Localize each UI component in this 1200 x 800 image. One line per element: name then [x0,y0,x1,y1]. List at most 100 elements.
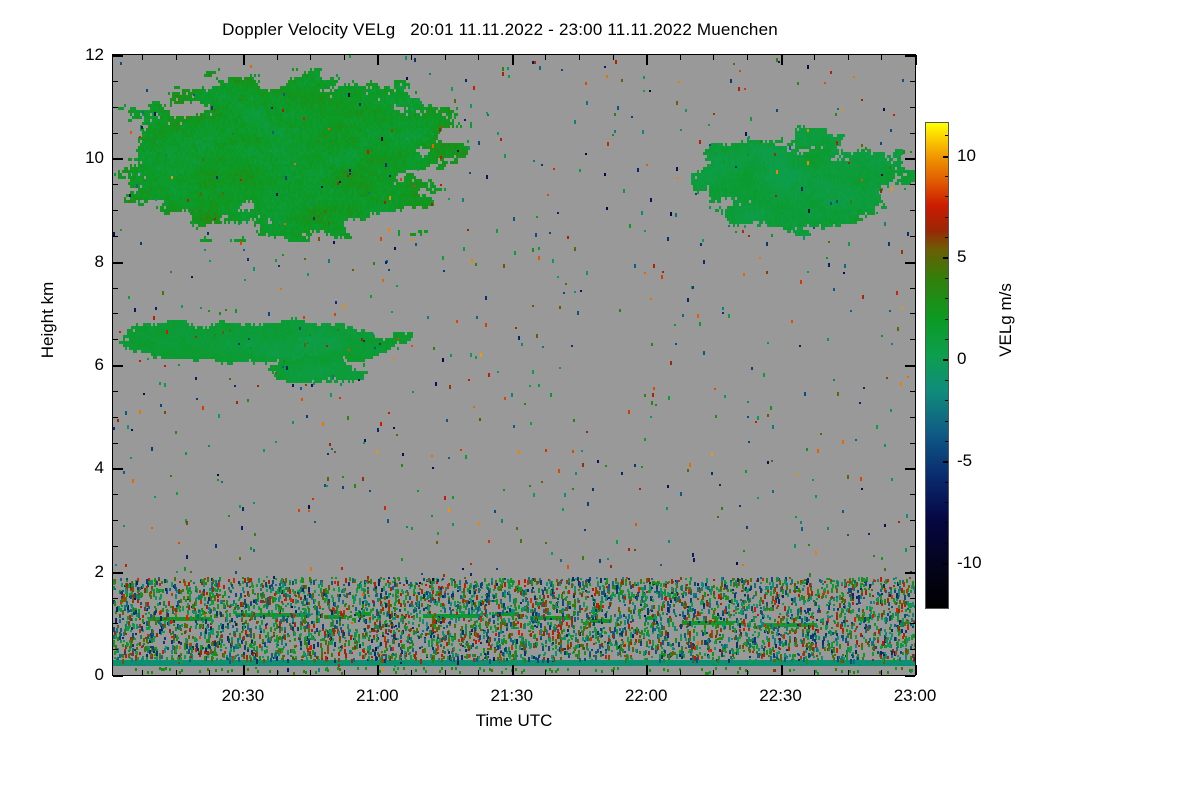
x-minor-tick [848,670,849,675]
x-minor-tick-top [478,55,479,60]
page-title: Doppler Velocity VELg 20:01 11.11.2022 -… [222,20,778,39]
y-tick-label: 6 [94,355,104,374]
x-major-tick [377,665,379,675]
x-minor-tick-top [848,55,849,60]
colorbar-major-tick [943,257,948,259]
y-minor-tick-right [910,184,915,185]
y-minor-tick-right [910,649,915,650]
x-tick-label: 20:30 [221,686,265,705]
y-minor-tick-right [910,133,915,134]
x-major-tick [243,665,245,675]
x-minor-tick-top [445,55,446,60]
x-minor-tick-top [176,55,177,60]
x-minor-tick [344,670,345,675]
x-minor-tick-top [310,55,311,60]
colorbar-minor-tick [945,135,948,136]
x-minor-tick [881,670,882,675]
colorbar-minor-tick [945,421,948,422]
y-major-tick-right [905,468,915,470]
y-minor-tick [113,210,118,211]
colorbar-minor-tick [945,339,948,340]
y-minor-tick [113,339,118,340]
x-minor-tick [478,670,479,675]
y-minor-tick [113,107,118,108]
colorbar-minor-tick [945,502,948,503]
y-tick-label: 4 [94,458,104,478]
x-minor-tick [747,670,748,675]
y-minor-tick [113,133,118,134]
x-minor-tick-top [613,55,614,60]
y-minor-tick-right [910,391,915,392]
x-major-tick [512,665,514,675]
x-minor-tick-top [209,55,210,60]
y-minor-tick-right [910,288,915,289]
colorbar-tick-label: 5 [957,247,967,267]
colorbar-tick-label: -5 [957,451,973,471]
colorbar-minor-tick [945,543,948,544]
x-tick-label: 22:00 [624,686,668,705]
y-major-tick [113,262,123,264]
colorbar-minor-tick [945,400,948,401]
y-minor-tick-right [910,623,915,624]
y-tick-label: 2 [94,561,104,581]
colorbar-tick-label: 0 [957,349,967,369]
colorbar-minor-tick [945,176,948,177]
x-minor-tick-top [814,55,815,60]
y-minor-tick [113,417,118,418]
y-tick-label: 12 [85,45,104,64]
colorbar-minor-tick [945,522,948,523]
y-minor-tick [113,81,118,82]
colorbar-major-tick [943,156,948,158]
x-minor-tick-top [713,55,714,60]
colorbar-tick-labels: 10 5 0 -5 -10 [953,0,993,800]
y-minor-tick [113,494,118,495]
colorbar-major-tick [943,563,948,565]
x-axis-tick-labels: 20:30 21:00 21:30 22:00 22:30 23:00 [0,686,1200,712]
x-major-tick [915,665,917,675]
x-minor-tick-top [344,55,345,60]
x-minor-tick [411,670,412,675]
x-axis-title: Time UTC [475,711,553,730]
y-major-tick [113,55,123,57]
y-minor-tick [113,236,118,237]
x-tick-label: 23:00 [893,686,937,705]
y-minor-tick-right [910,236,915,237]
y-major-tick [113,675,123,677]
colorbar-minor-tick [945,237,948,238]
x-minor-tick [142,670,143,675]
x-minor-tick [310,670,311,675]
y-minor-tick-right [910,210,915,211]
x-major-tick-top [646,55,648,65]
x-tick-label: 21:30 [490,686,534,705]
y-minor-tick [113,598,118,599]
colorbar-minor-tick [945,604,948,605]
y-major-tick-right [905,572,915,574]
y-tick-label: 0 [94,665,104,684]
y-minor-tick [113,288,118,289]
y-minor-tick-right [910,339,915,340]
y-minor-tick-right [910,546,915,547]
x-minor-tick-top [545,55,546,60]
colorbar-tick-label: -10 [957,553,982,573]
colorbar-major-tick [943,461,948,463]
y-minor-tick-right [910,81,915,82]
x-minor-tick [713,670,714,675]
x-major-tick [646,665,648,675]
colorbar-gradient [926,123,948,608]
x-minor-tick-top [680,55,681,60]
colorbar-major-tick [943,359,948,361]
y-major-tick [113,158,123,160]
y-axis-title: Height km [38,281,57,359]
y-minor-tick [113,623,118,624]
y-major-tick-right [905,55,915,57]
y-major-tick-right [905,158,915,160]
x-major-tick-top [377,55,379,65]
x-minor-tick-top [277,55,278,60]
x-tick-label: 22:30 [759,686,802,705]
x-minor-tick-top [881,55,882,60]
doppler-velocity-heatmap [113,55,915,675]
y-major-tick-right [905,262,915,264]
x-major-tick-top [781,55,783,65]
x-minor-tick-top [579,55,580,60]
